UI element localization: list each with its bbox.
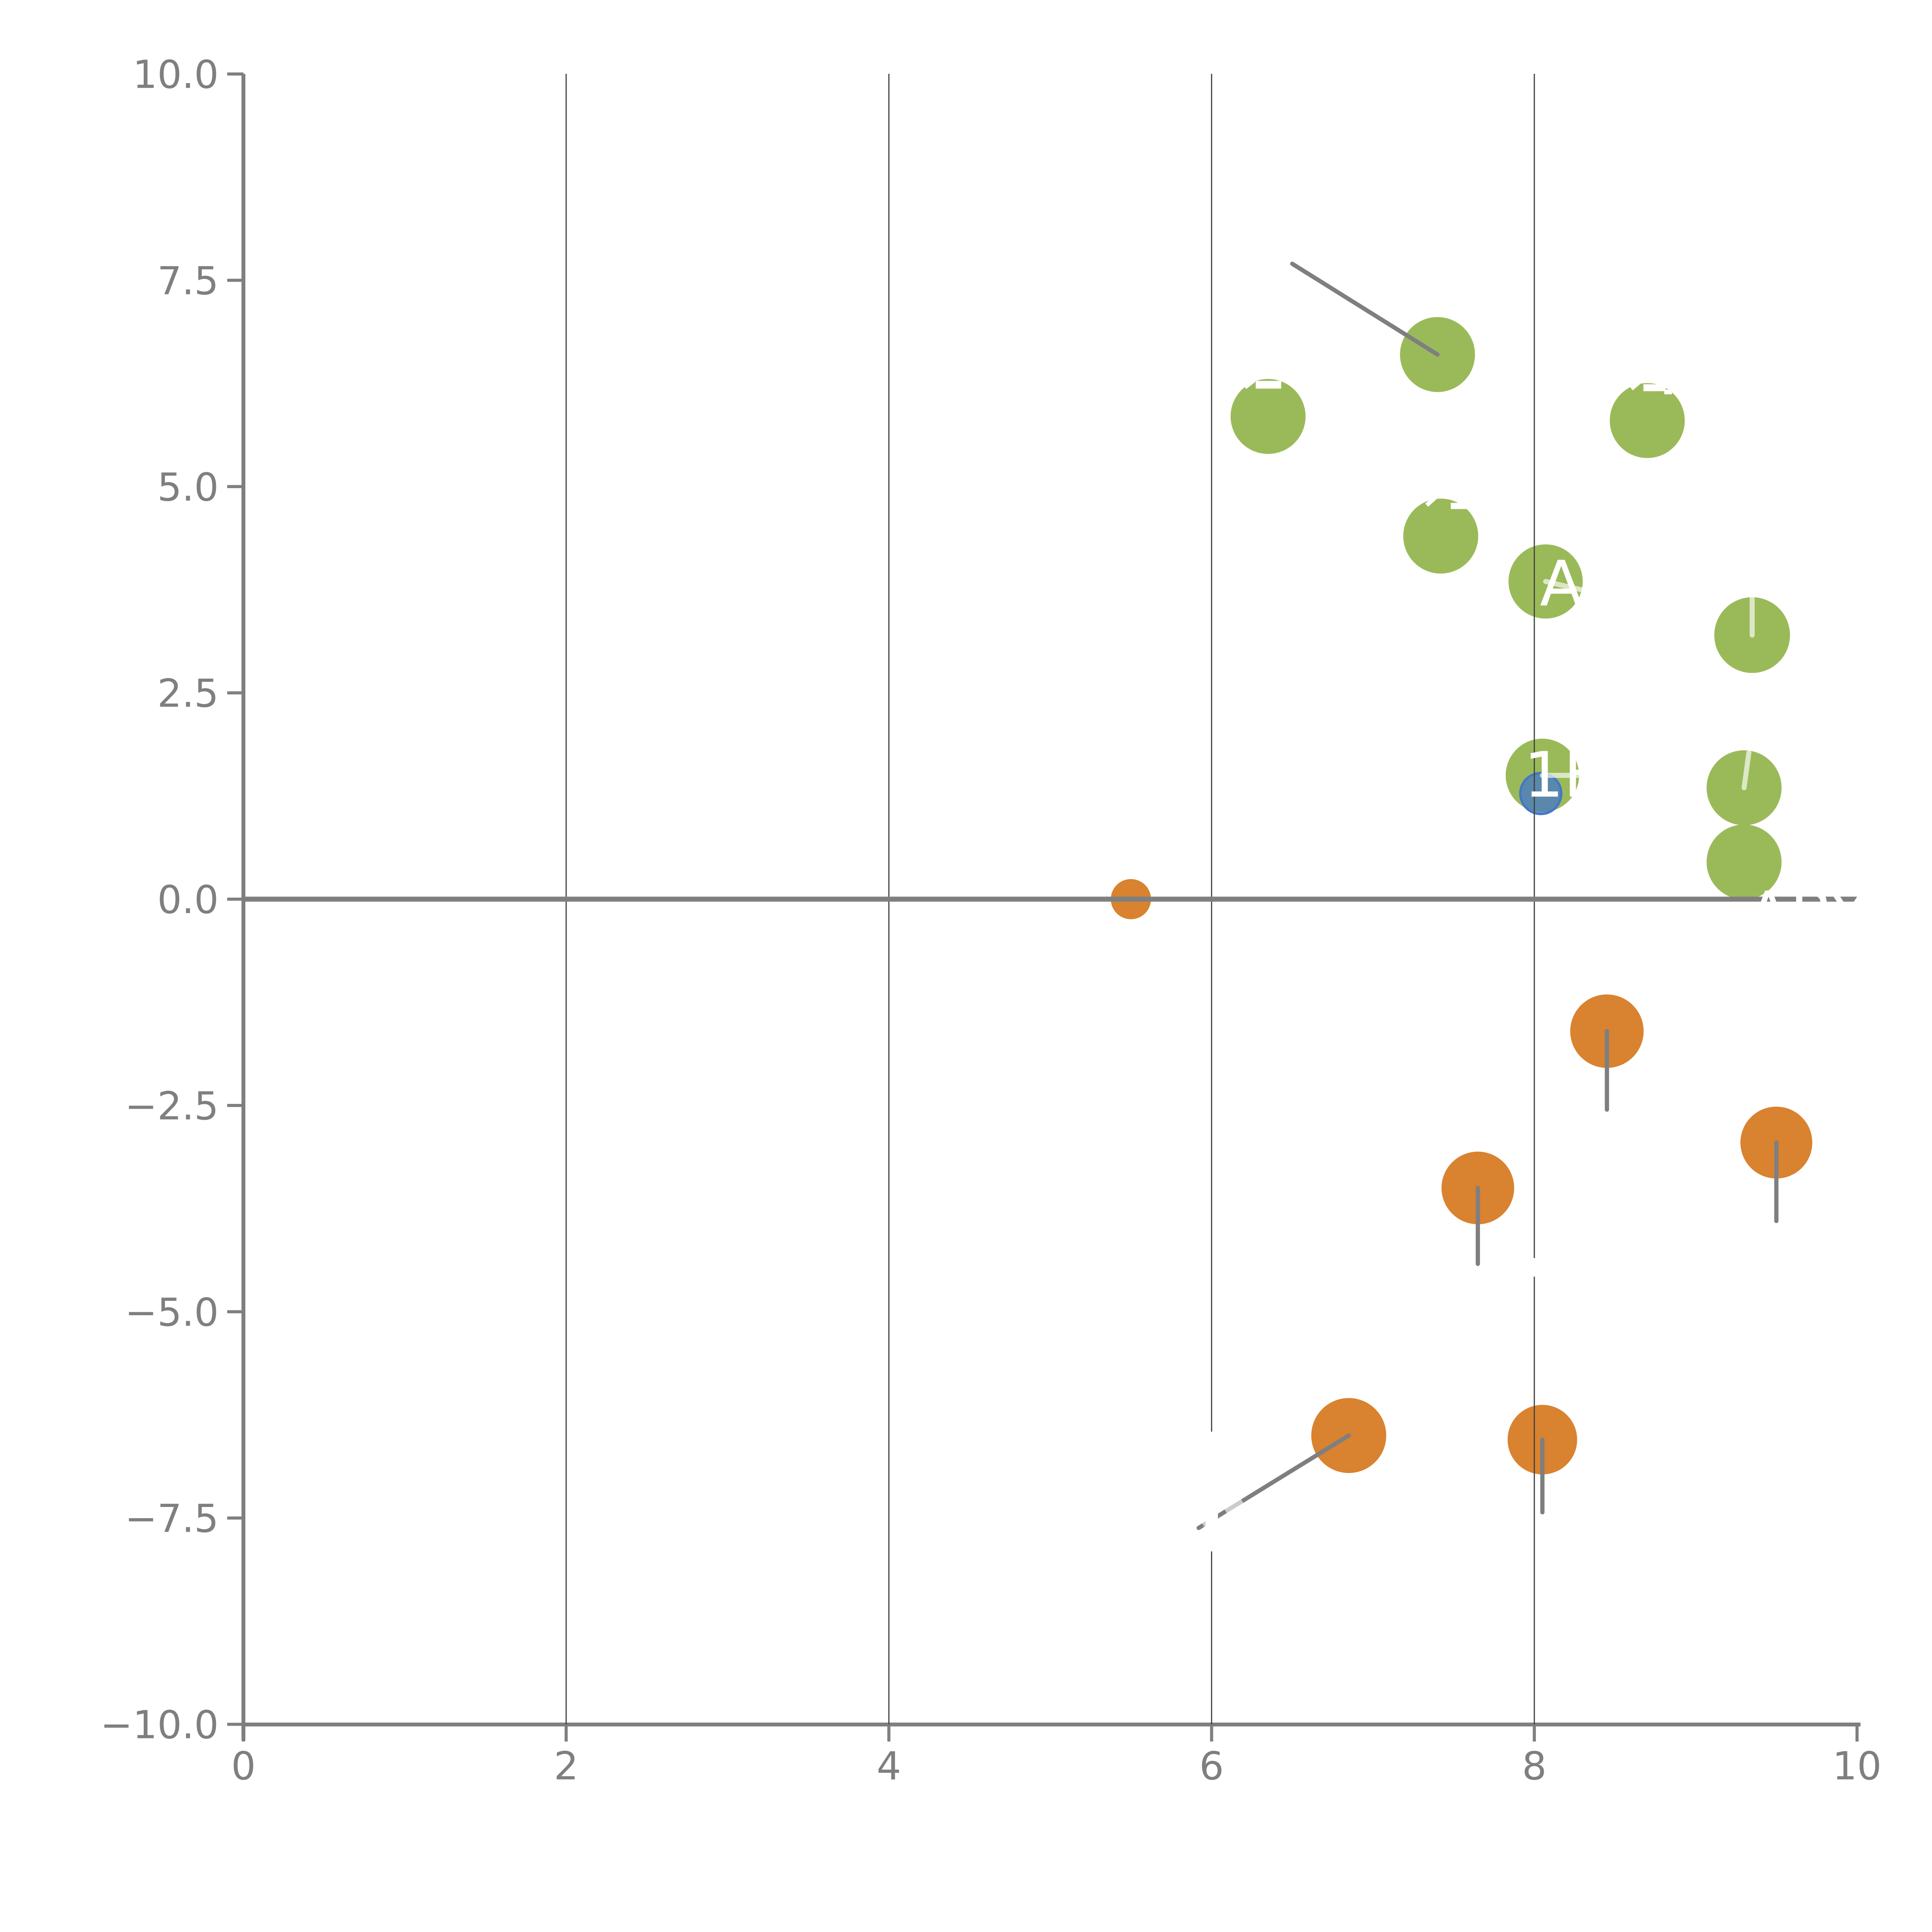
bubbles [1111,317,1813,1475]
y-tick-label: −10.0 [100,1702,219,1748]
hidden-label-cover [1206,1432,1218,1551]
bubble-label: 1H [1524,739,1611,812]
clipped-label-fragment [1630,379,1643,391]
leader-line-gap [1224,1499,1244,1514]
clipped-label-fragment [1664,389,1672,395]
y-tick-label: 2.5 [157,671,219,716]
hidden-label-cover [1528,1258,1541,1277]
x-tick-label: 0 [231,1743,256,1789]
white-leader-line [1543,579,1637,605]
y-tick-label: −5.0 [125,1290,219,1335]
leader-lines [1196,262,1779,1530]
clipped-label-fragment [1255,381,1281,389]
y-tick-label: 10.0 [133,52,219,97]
gray-leader-line [1290,262,1440,357]
bubble-green [1230,379,1306,454]
x-tick-label: 2 [554,1743,578,1789]
bubble-label: AL [1540,548,1617,621]
y-tick-label: 0.0 [157,877,219,922]
bubble-green [1403,498,1478,574]
y-tick-label: −7.5 [125,1496,219,1541]
clipped-label-fragment [1425,494,1439,507]
bubble-blue [1519,772,1563,815]
bubble-green [1610,383,1685,458]
x-tick-label: 6 [1199,1743,1224,1789]
y-tick-label: 5.0 [157,464,219,510]
axes: −10.0 −7.5 −5.0 −2.5 0.0 2.5 5.0 7.5 10.0 0 2 4 6 8 10 [100,52,1882,1789]
bubble-labels: AL 1H ABY [1244,379,1868,951]
x-tick-label: 4 [877,1743,901,1789]
gray-leader-line [1196,1433,1351,1530]
x-tick-label: 8 [1522,1743,1547,1789]
y-tick-label: 7.5 [157,258,219,303]
hidden-label-covers [1206,1258,1541,1551]
clipped-label-fragment [1451,503,1469,509]
clipped-label-fragment [1244,379,1255,389]
white-leader-line [1742,750,1752,791]
bubble-green [1706,824,1782,900]
bubble-label: ABY [1747,879,1868,951]
clipped-label-fragment [1643,384,1666,391]
y-tick-label: −2.5 [125,1083,219,1129]
x-tick-label: 10 [1832,1743,1881,1789]
